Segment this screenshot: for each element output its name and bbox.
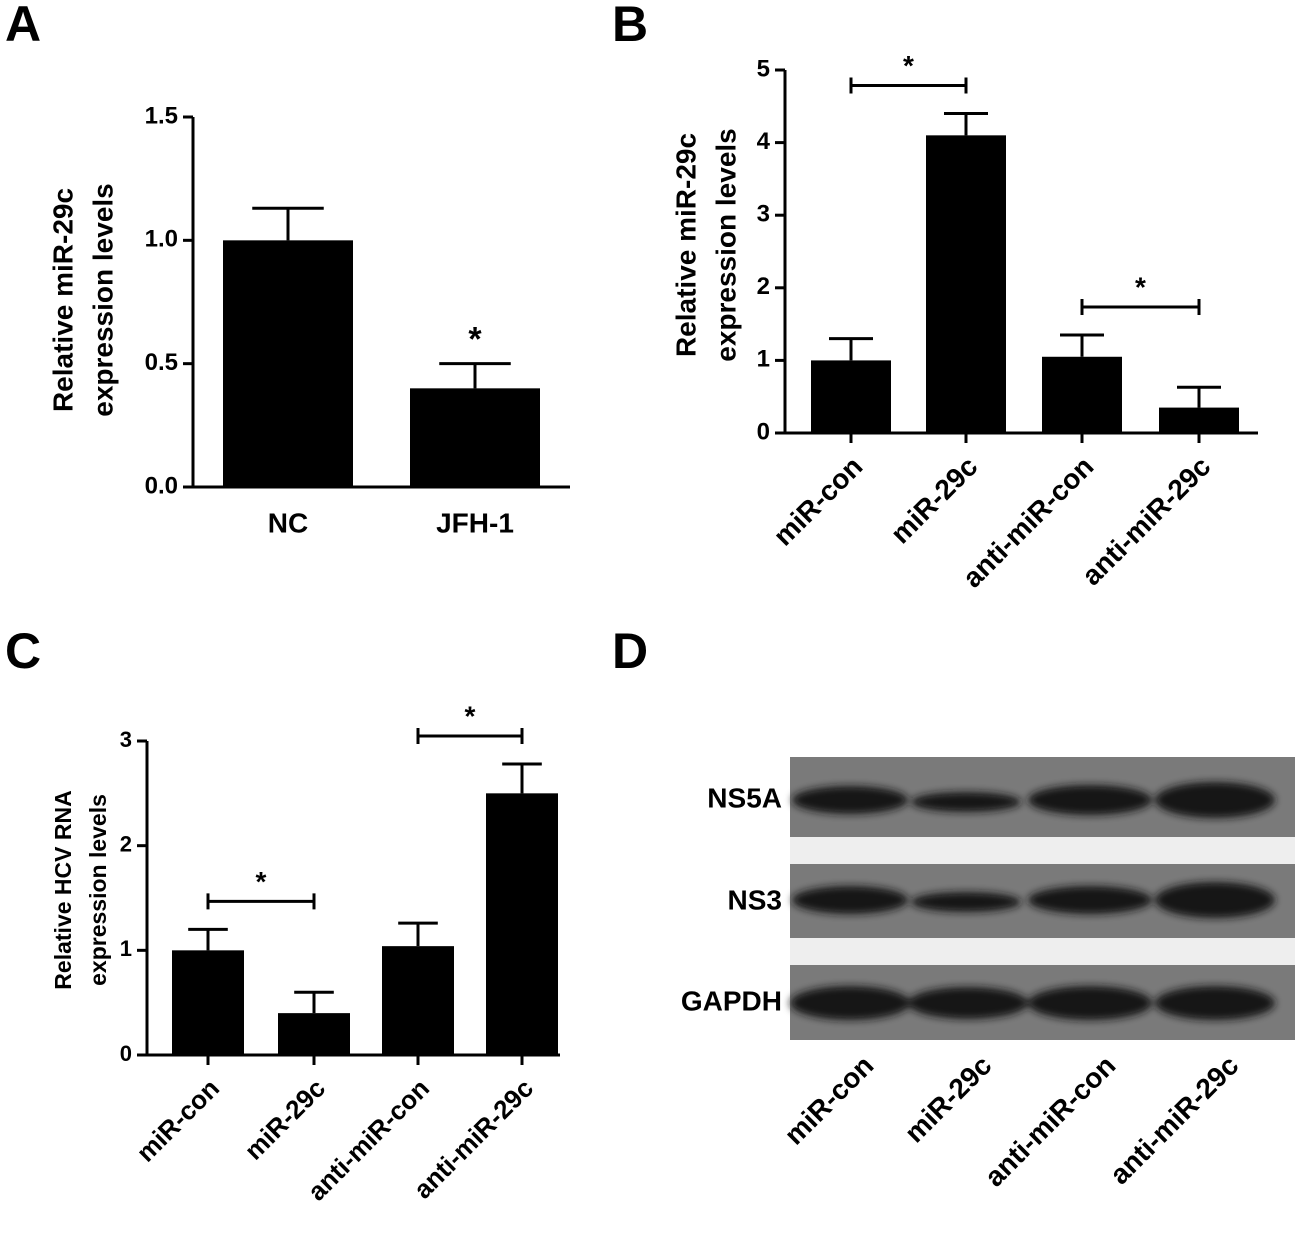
panel-label: A — [5, 0, 41, 52]
bar — [1159, 407, 1239, 433]
bar — [486, 793, 558, 1055]
error-bar — [944, 112, 988, 136]
y-tick-label: 1.5 — [145, 102, 178, 129]
x-tick-label: miR-con — [130, 1073, 225, 1168]
bar — [1042, 356, 1122, 433]
y-tick-label: 5 — [757, 55, 770, 82]
error-bar — [188, 927, 228, 951]
bar — [278, 1013, 350, 1055]
significance-bracket — [849, 77, 968, 94]
band — [1155, 986, 1275, 1020]
bar — [172, 950, 244, 1055]
significance-bracket — [206, 893, 316, 910]
error-bar — [829, 337, 873, 361]
significance-label: * — [468, 321, 482, 359]
bar — [223, 240, 353, 487]
error-bar — [502, 762, 542, 794]
significance-label: * — [903, 50, 914, 81]
blot-lane-label: anti-miR-29c — [1104, 1050, 1245, 1191]
y-tick-label: 1 — [757, 346, 770, 373]
panel-label: D — [612, 623, 648, 679]
y-axis-label: Relative HCV RNA — [50, 790, 76, 989]
y-tick-label: 1 — [120, 936, 132, 961]
band — [908, 987, 1028, 1019]
band — [1155, 882, 1275, 918]
y-axis-label: expression levels — [87, 183, 118, 416]
bar — [382, 946, 454, 1055]
x-tick-label: miR-con — [767, 451, 868, 552]
blot-lane-label: anti-miR-con — [979, 1050, 1122, 1193]
blot-row-label: GAPDH — [681, 985, 782, 1016]
panel-label: C — [5, 623, 41, 679]
band — [1028, 886, 1152, 914]
y-tick-label: 0 — [120, 1041, 132, 1066]
panel-label: B — [612, 0, 648, 52]
y-axis-label: Relative miR-29c — [47, 188, 78, 412]
band — [911, 792, 1021, 812]
y-tick-label: 4 — [757, 128, 771, 155]
blot-image — [790, 757, 1295, 1040]
y-tick-label: 2 — [120, 831, 132, 856]
error-bar — [1060, 333, 1104, 357]
blot-lane-label: miR-con — [778, 1050, 879, 1151]
significance-label: * — [256, 866, 267, 897]
y-tick-label: 3 — [757, 201, 770, 228]
y-tick-label: 1.0 — [145, 226, 178, 253]
y-tick-label: 0.5 — [145, 349, 178, 376]
y-tick-label: 0 — [757, 418, 770, 445]
y-tick-label: 2 — [757, 273, 770, 300]
blot-row-label: NS5A — [707, 782, 782, 813]
error-bar — [439, 362, 511, 389]
error-bar — [252, 206, 324, 241]
y-tick-label: 3 — [120, 727, 132, 752]
bar — [811, 360, 891, 433]
x-tick-label: miR-29c — [885, 451, 984, 550]
band — [1028, 986, 1152, 1020]
y-axis-label: expression levels — [710, 128, 741, 361]
error-bar — [294, 990, 334, 1014]
significance-bracket — [416, 728, 524, 745]
bar — [926, 135, 1006, 433]
significance-label: * — [465, 700, 476, 731]
band — [1028, 785, 1152, 815]
x-tick-label: miR-29c — [238, 1073, 331, 1166]
x-tick-label: JFH-1 — [436, 507, 514, 538]
band — [1155, 782, 1275, 818]
band — [792, 786, 908, 814]
y-axis-label: expression levels — [85, 794, 111, 986]
blot-row-label: NS3 — [728, 884, 782, 915]
error-bar — [1177, 385, 1221, 408]
band — [911, 892, 1021, 912]
blot-lane-label: miR-29c — [899, 1050, 998, 1149]
significance-bracket — [1080, 298, 1201, 315]
significance-label: * — [1135, 271, 1146, 302]
bar — [410, 388, 540, 487]
y-tick-label: 0.0 — [145, 472, 178, 499]
x-tick-label: NC — [268, 507, 308, 538]
band — [790, 986, 910, 1020]
error-bar — [398, 921, 438, 947]
y-axis-label: Relative miR-29c — [670, 133, 701, 357]
band — [792, 886, 908, 914]
